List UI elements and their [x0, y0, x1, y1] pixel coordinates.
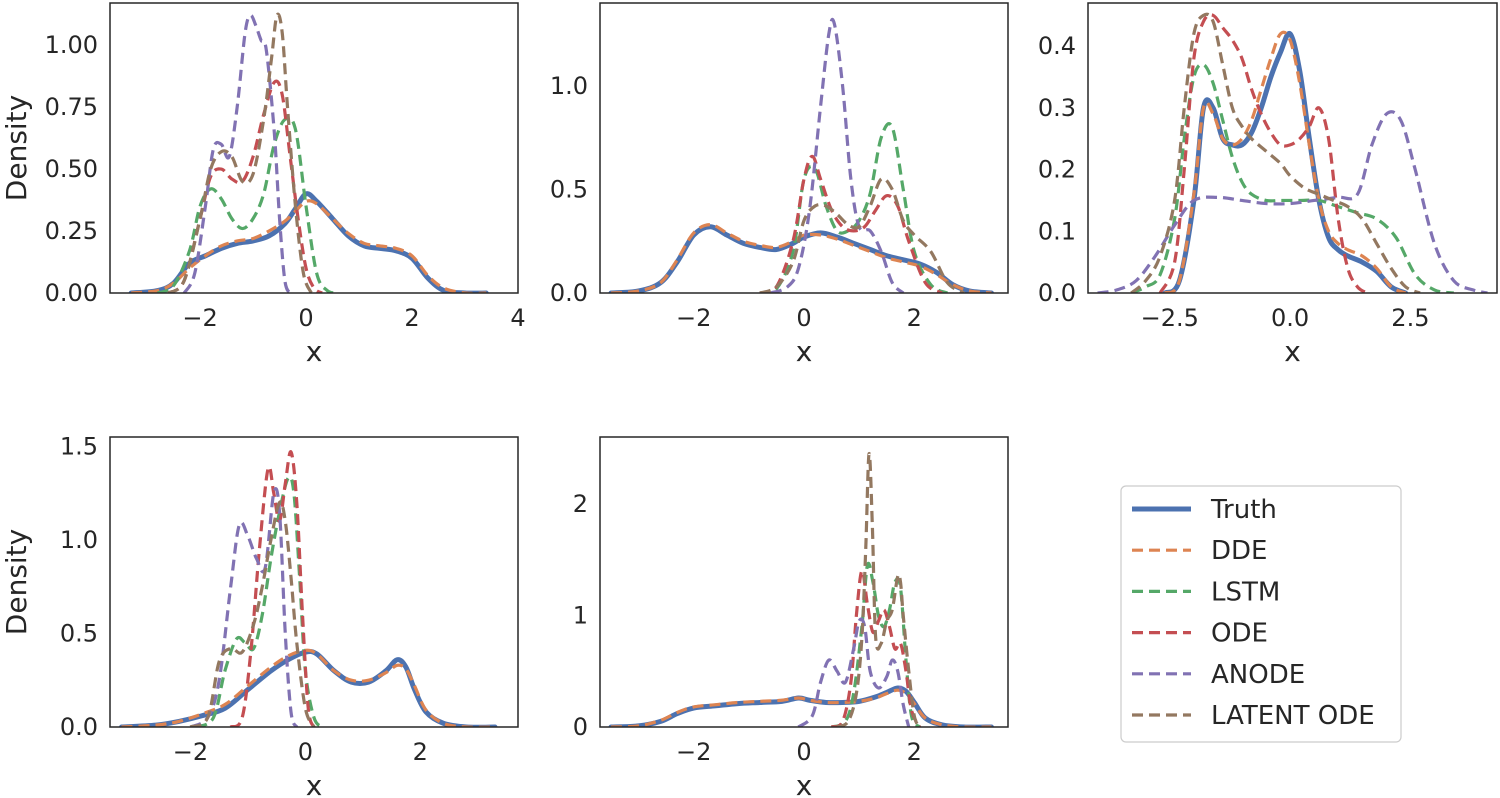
- legend: Truth DDE LSTM ODE ANODE LATENT ODE: [1120, 485, 1402, 743]
- y-tick-label: 0.25: [45, 217, 98, 245]
- y-tick-label: 1.0: [60, 526, 98, 554]
- x-axis-label: x: [796, 769, 813, 798]
- x-tick-label: −2.5: [1141, 304, 1199, 332]
- y-tick-label: 0.0: [550, 279, 588, 307]
- axes-frame: [599, 2, 1009, 294]
- series-line-latent-ode: [167, 12, 313, 293]
- x-tick-label: 0: [298, 304, 313, 332]
- legend-label: LSTM: [1211, 577, 1280, 607]
- y-axis-label: Density: [0, 529, 33, 635]
- y-axis-label: Density: [0, 95, 33, 201]
- y-tick-label: 0.0: [60, 713, 98, 741]
- subplot-3: −2.5 0.0 2.5 0.0 0.1 0.2 0.3 0.4 x: [1038, 2, 1498, 368]
- legend-label: ODE: [1211, 619, 1268, 649]
- subplot-4: −2 0 2 0.0 0.5 1.0 1.5 x Density: [0, 432, 519, 798]
- series-line-latent-ode: [1130, 12, 1421, 293]
- legend-entry-lstm: LSTM: [1132, 577, 1280, 607]
- x-tick-label: 2: [907, 304, 922, 332]
- series-line-dde: [131, 199, 487, 293]
- y-tick-label: 0.4: [1038, 32, 1076, 60]
- x-tick-label: −2: [182, 304, 217, 332]
- legend-entry-ode: ODE: [1132, 619, 1268, 649]
- series-line-ode: [830, 569, 922, 727]
- x-tick-label: −2: [676, 738, 711, 766]
- series-line-truth: [1162, 30, 1409, 293]
- legend-label: DDE: [1211, 536, 1267, 566]
- x-axis-label: x: [306, 769, 323, 798]
- series-lines: [118, 450, 498, 727]
- axes-frame: [1087, 2, 1498, 294]
- axes-frame: [599, 436, 1009, 728]
- x-tick-label: 0: [796, 738, 811, 766]
- y-tick-label: 0.5: [550, 175, 588, 203]
- y-tick-label: 0.3: [1038, 94, 1076, 122]
- y-tick-label: 0.75: [45, 93, 98, 121]
- y-tick-label: 1.00: [45, 31, 98, 59]
- x-tick-label: −2: [173, 738, 208, 766]
- series-line-lstm: [195, 475, 324, 727]
- legend-entry-latent-ode: LATENT ODE: [1132, 701, 1375, 731]
- x-tick-label: 2: [404, 304, 419, 332]
- legend-label: LATENT ODE: [1211, 701, 1375, 731]
- series-line-truth: [128, 191, 489, 293]
- y-tick-label: 0.00: [45, 279, 98, 307]
- series-lines: [1097, 12, 1488, 293]
- series-line-anode: [797, 617, 911, 727]
- series-line-latent-ode: [759, 176, 965, 293]
- series-lines: [608, 452, 994, 727]
- y-tick-label: 1.5: [60, 432, 98, 460]
- series-line-latent-ode: [836, 452, 922, 727]
- series-lines: [608, 17, 994, 293]
- y-tick-label: 0.1: [1038, 217, 1076, 245]
- x-tick-label: 4: [510, 304, 525, 332]
- legend-label: Truth: [1210, 495, 1277, 525]
- series-line-anode: [1097, 110, 1488, 293]
- y-tick-label: 0.50: [45, 155, 98, 183]
- legend-entry-anode: ANODE: [1132, 660, 1305, 690]
- x-tick-label: 2.5: [1391, 304, 1429, 332]
- y-tick-label: 1.0: [550, 72, 588, 100]
- y-tick-label: 0.2: [1038, 156, 1076, 184]
- series-line-latent-ode: [189, 500, 316, 727]
- y-tick-label: 1: [573, 601, 588, 629]
- x-tick-label: 2: [907, 738, 922, 766]
- y-tick-label: 0.0: [1038, 279, 1076, 307]
- axes-frame: [109, 436, 519, 728]
- x-tick-label: 0: [298, 738, 313, 766]
- subplot-5: −2 0 2 0 1 2 x: [573, 436, 1009, 798]
- series-line-truth: [608, 685, 994, 727]
- series-line-dde: [610, 223, 992, 293]
- series-line-anode: [189, 487, 299, 727]
- x-axis-label: x: [1284, 335, 1301, 368]
- legend-entry-truth: Truth: [1132, 495, 1277, 525]
- x-tick-label: 0.0: [1271, 304, 1309, 332]
- series-line-anode: [182, 13, 292, 293]
- subplot-2: −2 0 2 0.0 0.5 1.0 x: [550, 2, 1009, 368]
- axes-frame: [109, 2, 519, 294]
- series-line-ode: [1158, 13, 1368, 293]
- subplot-1: −2 0 2 4 0.00 0.25 0.50 0.75 1.00 x Density: [0, 2, 526, 368]
- x-tick-label: 0: [796, 304, 811, 332]
- series-lines: [128, 12, 489, 293]
- series-line-lstm: [157, 116, 339, 293]
- x-axis-label: x: [306, 335, 323, 368]
- y-tick-label: 0.5: [60, 619, 98, 647]
- x-axis-label: x: [796, 335, 813, 368]
- y-tick-label: 0: [573, 713, 588, 741]
- series-line-dde: [1163, 30, 1407, 293]
- x-tick-label: 2: [413, 738, 428, 766]
- x-tick-label: −2: [676, 304, 711, 332]
- legend-entry-dde: DDE: [1132, 536, 1267, 566]
- series-line-anode: [770, 17, 905, 293]
- y-tick-label: 2: [573, 490, 588, 518]
- series-line-lstm: [1130, 62, 1454, 293]
- legend-label: ANODE: [1211, 660, 1305, 690]
